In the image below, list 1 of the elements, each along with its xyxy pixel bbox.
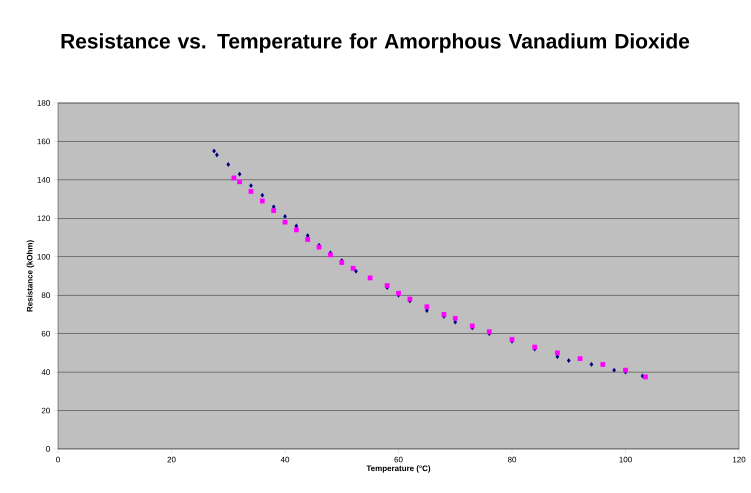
chart-title: Resistance vs. Temperature for Amorphous Vanadium Dioxide xyxy=(62,33,690,53)
